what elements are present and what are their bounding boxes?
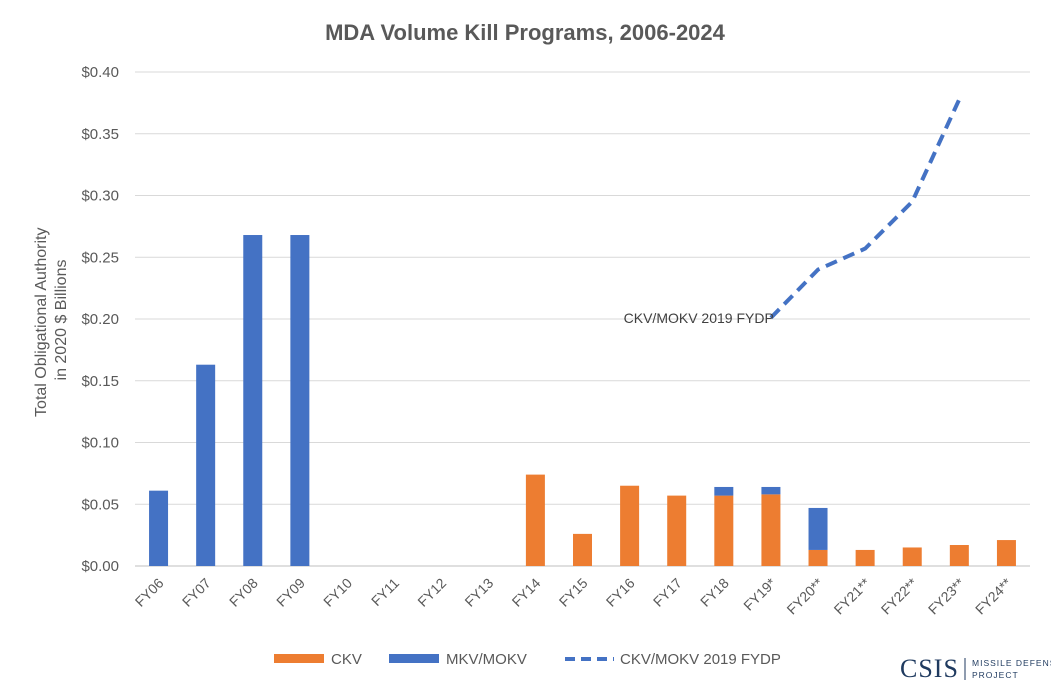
y-axis-label: Total Obligational Authority in 2020 $ B… bbox=[33, 223, 70, 417]
x-tick-label: FY23** bbox=[925, 574, 968, 617]
y-tick-label: $0.20 bbox=[81, 311, 119, 328]
y-tick-label: $0.15 bbox=[81, 373, 119, 390]
bar-mkv-mokv bbox=[196, 364, 216, 566]
x-tick-label: FY24** bbox=[972, 574, 1015, 617]
bar-ckv bbox=[573, 533, 592, 566]
x-tick-label: FY07 bbox=[179, 575, 214, 610]
legend-swatch-mkv-mokv bbox=[389, 654, 439, 663]
y-axis-label-line-1: Total Obligational Authority bbox=[33, 228, 50, 417]
x-tick-label: FY08 bbox=[226, 575, 261, 610]
annotation-label: CKV/MOKV 2019 FYDP bbox=[624, 310, 774, 326]
x-axis-ticks: FY06 FY07 FY08 FY09 FY10 FY11 FY12 FY13 FY14 FY15… bbox=[132, 574, 1015, 617]
y-tick-label: $0.25 bbox=[81, 249, 119, 266]
bar-ckv bbox=[949, 545, 969, 566]
logo-sub-line-2: PROJECT bbox=[972, 670, 1019, 680]
bar-ckv bbox=[620, 485, 640, 566]
csis-logo: CSIS MISSILE DEFENSE PROJECT bbox=[900, 654, 1051, 683]
bar-mkv-mokv bbox=[290, 235, 310, 566]
legend-item-ckv: CKV bbox=[274, 651, 362, 668]
y-tick-label: $0.00 bbox=[81, 558, 119, 575]
bar-ckv bbox=[855, 549, 875, 566]
y-tick-label: $0.10 bbox=[81, 435, 119, 452]
x-tick-label: FY12 bbox=[414, 575, 449, 610]
x-tick-label: FY21** bbox=[831, 574, 874, 617]
x-tick-label: FY09 bbox=[273, 575, 308, 610]
legend-label-mkv-mokv: MKV/MOKV bbox=[446, 651, 527, 668]
logo-text: CSIS bbox=[900, 654, 959, 683]
x-tick-label: FY06 bbox=[132, 575, 167, 610]
bar-mkv-mokv bbox=[243, 235, 263, 566]
x-tick-label: FY14 bbox=[509, 575, 544, 610]
line-fydp bbox=[769, 98, 962, 320]
bar-mkv-mokv bbox=[714, 486, 734, 496]
bar-ckv bbox=[761, 494, 781, 566]
y-tick-label: $0.30 bbox=[81, 188, 119, 205]
x-tick-label: FY19* bbox=[740, 574, 779, 613]
bar-mkv-mokv bbox=[761, 486, 781, 495]
bar-ckv bbox=[902, 547, 922, 566]
x-tick-label: FY16 bbox=[603, 575, 638, 610]
y-axis-ticks: $0.00 $0.05 $0.10 $0.15 $0.20 $0.25 $0.30 $0.35… bbox=[81, 64, 119, 575]
bar-ckv bbox=[667, 495, 687, 566]
bar-mkv-mokv bbox=[149, 490, 169, 566]
bar-ckv bbox=[525, 474, 545, 566]
x-tick-label: FY15 bbox=[556, 575, 591, 610]
y-tick-label: $0.05 bbox=[81, 496, 119, 513]
x-tick-label: FY13 bbox=[461, 575, 496, 610]
y-tick-label: $0.40 bbox=[81, 64, 119, 81]
x-tick-label: FY11 bbox=[368, 575, 402, 609]
x-tick-label: FY22** bbox=[878, 574, 921, 617]
fydp-line bbox=[769, 98, 962, 320]
legend-label-fydp: CKV/MOKV 2019 FYDP bbox=[620, 651, 781, 668]
x-tick-label: FY18 bbox=[697, 575, 732, 610]
annotations: CKV/MOKV 2019 FYDP bbox=[624, 310, 774, 326]
chart-title: MDA Volume Kill Programs, 2006-2024 bbox=[325, 20, 726, 45]
bars bbox=[149, 235, 1016, 566]
y-tick-label: $0.35 bbox=[81, 126, 119, 143]
legend-item-mkv-mokv: MKV/MOKV bbox=[389, 651, 527, 668]
legend-swatch-ckv bbox=[274, 654, 324, 663]
y-axis-label-line-2: in 2020 $ Billions bbox=[53, 260, 70, 381]
bar-mkv-mokv bbox=[808, 507, 828, 550]
legend: CKV MKV/MOKV CKV/MOKV 2019 FYDP bbox=[274, 651, 781, 668]
grid-lines bbox=[135, 71, 1030, 567]
legend-label-ckv: CKV bbox=[331, 651, 362, 668]
bar-ckv bbox=[714, 495, 734, 566]
x-tick-label: FY17 bbox=[650, 575, 685, 610]
logo-sub-line-1: MISSILE DEFENSE bbox=[972, 658, 1051, 668]
legend-item-fydp: CKV/MOKV 2019 FYDP bbox=[565, 651, 781, 668]
bar-ckv bbox=[996, 540, 1016, 566]
x-tick-label: FY20** bbox=[783, 574, 826, 617]
bar-ckv bbox=[808, 549, 828, 566]
x-tick-label: FY10 bbox=[320, 575, 355, 610]
